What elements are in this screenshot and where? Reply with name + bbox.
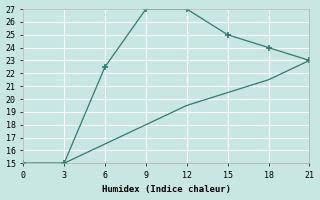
X-axis label: Humidex (Indice chaleur): Humidex (Indice chaleur)	[102, 185, 231, 194]
